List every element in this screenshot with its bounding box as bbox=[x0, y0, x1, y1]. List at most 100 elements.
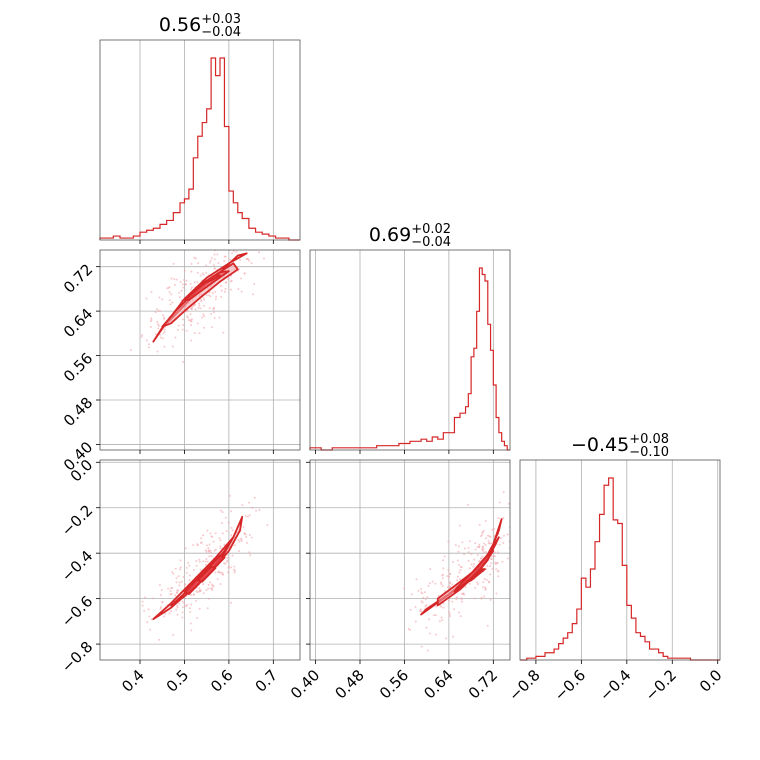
hist-panel-3: −0.45+0.08−0.10 bbox=[519, 432, 721, 664]
sample-point bbox=[441, 585, 444, 588]
sample-point bbox=[190, 286, 193, 289]
sample-point bbox=[459, 569, 462, 572]
sample-point bbox=[489, 598, 492, 601]
sample-point bbox=[176, 604, 179, 607]
sample-point bbox=[255, 509, 258, 512]
sample-point bbox=[489, 573, 492, 576]
sample-point bbox=[182, 360, 185, 363]
sample-point bbox=[191, 305, 194, 308]
sample-point bbox=[242, 244, 244, 246]
sample-point bbox=[427, 584, 430, 587]
sample-point bbox=[163, 345, 166, 348]
sample-point bbox=[197, 306, 200, 309]
sample-point bbox=[178, 291, 181, 294]
sample-point bbox=[502, 491, 505, 494]
x-tick-label: 0.5 bbox=[163, 666, 193, 696]
sample-point bbox=[231, 554, 234, 557]
sample-point bbox=[494, 551, 497, 554]
title-value: 0.56 bbox=[159, 14, 201, 36]
sample-point bbox=[473, 558, 476, 561]
sample-point bbox=[258, 508, 261, 511]
sample-point bbox=[219, 583, 222, 586]
sample-point bbox=[140, 335, 143, 338]
sample-point bbox=[468, 540, 471, 543]
sample-point bbox=[178, 581, 181, 584]
sample-point bbox=[211, 536, 214, 539]
sample-point bbox=[202, 592, 205, 595]
sample-point bbox=[200, 541, 203, 544]
sample-point bbox=[481, 531, 484, 534]
sample-point bbox=[221, 532, 224, 535]
sample-point bbox=[414, 620, 417, 623]
sample-point bbox=[185, 279, 188, 282]
sample-point bbox=[446, 575, 449, 578]
sample-point bbox=[480, 557, 483, 560]
sample-point bbox=[484, 537, 487, 540]
sample-point bbox=[226, 559, 229, 562]
sample-point bbox=[442, 559, 445, 562]
sample-point bbox=[205, 264, 208, 267]
sample-point bbox=[498, 543, 501, 546]
sample-point bbox=[181, 606, 184, 609]
sample-point bbox=[221, 571, 224, 574]
sample-point bbox=[467, 551, 470, 554]
sample-point bbox=[194, 308, 197, 311]
sample-point bbox=[231, 529, 234, 532]
sample-point bbox=[174, 336, 177, 339]
sample-point bbox=[209, 259, 212, 262]
sample-point bbox=[518, 501, 520, 503]
sample-point bbox=[219, 545, 222, 548]
sample-point bbox=[483, 542, 486, 545]
sample-point bbox=[459, 615, 462, 618]
sample-point bbox=[212, 264, 215, 267]
sample-point bbox=[176, 328, 179, 331]
sample-point bbox=[248, 259, 251, 262]
title-value: 0.69 bbox=[369, 224, 411, 246]
sample-point bbox=[190, 308, 193, 311]
sample-point bbox=[422, 596, 425, 599]
sample-point bbox=[129, 348, 132, 351]
sample-point bbox=[176, 591, 179, 594]
sample-point bbox=[448, 612, 451, 615]
sample-point bbox=[452, 608, 455, 611]
sample-point bbox=[196, 281, 199, 284]
sample-point bbox=[194, 257, 197, 260]
sample-point bbox=[455, 596, 458, 599]
sample-point bbox=[423, 591, 426, 594]
sample-point bbox=[226, 571, 229, 574]
sample-point bbox=[174, 594, 177, 597]
x-tick-label: 0.56 bbox=[376, 666, 412, 702]
sample-point bbox=[458, 563, 461, 566]
sample-point bbox=[206, 607, 209, 610]
sample-point bbox=[173, 283, 176, 286]
sample-point bbox=[243, 532, 246, 535]
sample-point bbox=[200, 298, 203, 301]
sample-point bbox=[476, 581, 479, 584]
sample-point bbox=[228, 494, 231, 497]
sample-point bbox=[482, 529, 485, 532]
sample-point bbox=[463, 547, 466, 550]
sample-point bbox=[240, 538, 243, 541]
sample-point bbox=[196, 617, 199, 620]
sample-point bbox=[213, 316, 216, 319]
sample-point bbox=[208, 550, 211, 553]
sample-point bbox=[197, 262, 200, 265]
sample-point bbox=[468, 567, 471, 570]
sample-point bbox=[222, 573, 225, 576]
pair-content bbox=[310, 460, 520, 660]
sample-point bbox=[478, 524, 481, 527]
sample-point bbox=[229, 288, 232, 291]
sample-point bbox=[447, 599, 450, 602]
sample-point bbox=[195, 590, 198, 593]
sample-point bbox=[224, 562, 227, 565]
sample-point bbox=[248, 514, 251, 517]
sample-point bbox=[201, 316, 204, 319]
sample-point bbox=[446, 586, 449, 589]
sample-point bbox=[240, 277, 243, 280]
sample-point bbox=[474, 542, 477, 545]
sample-point bbox=[233, 565, 236, 568]
sample-point bbox=[490, 542, 493, 545]
sample-point bbox=[473, 597, 476, 600]
sample-point bbox=[487, 541, 490, 544]
sample-point bbox=[150, 291, 153, 294]
